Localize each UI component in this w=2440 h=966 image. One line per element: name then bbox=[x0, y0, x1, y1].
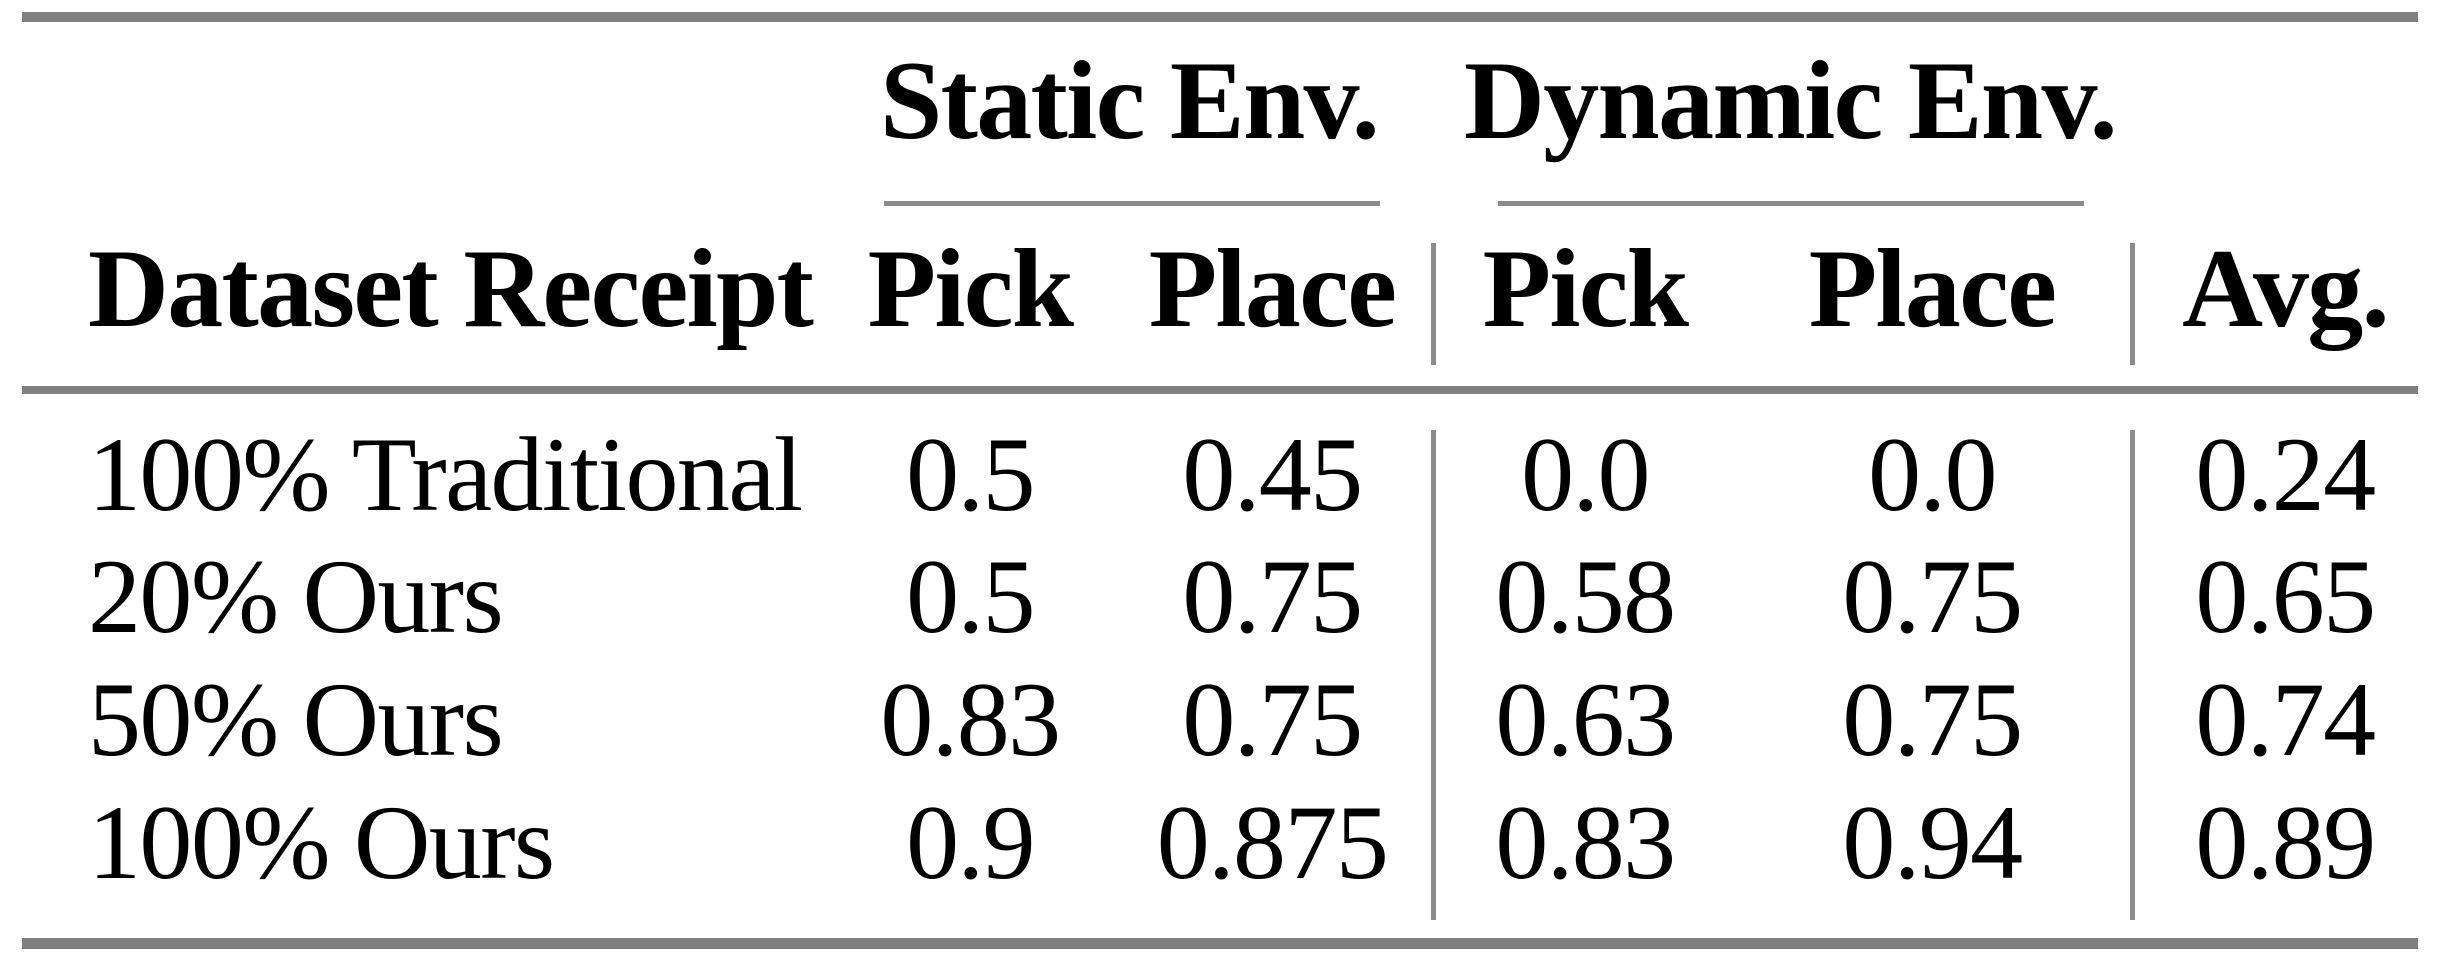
table-bottom-rule bbox=[22, 938, 2418, 949]
cell-dynamic-place: 0.75 bbox=[1842, 661, 2023, 778]
cell-static-place: 0.75 bbox=[1182, 538, 1363, 655]
cell-avg: 0.89 bbox=[2195, 784, 2376, 901]
static-dynamic-divider-body bbox=[1431, 430, 1436, 920]
cell-dynamic-pick: 0.83 bbox=[1495, 784, 1676, 901]
cell-dynamic-place: 0.0 bbox=[1868, 416, 1997, 533]
static-dynamic-divider-header bbox=[1431, 243, 1436, 365]
col-header-static-pick: Pick bbox=[867, 227, 1074, 351]
col-header-dataset-receipt: Dataset Receipt bbox=[88, 227, 814, 351]
dynamic-env-underline bbox=[1498, 201, 2084, 206]
cell-avg: 0.74 bbox=[2195, 661, 2376, 778]
row-label: 20% Ours bbox=[88, 538, 504, 655]
cell-static-pick: 0.5 bbox=[906, 538, 1035, 655]
table-header-rule bbox=[22, 386, 2418, 394]
dynamic-avg-divider-body bbox=[2130, 430, 2135, 920]
cell-static-place: 0.75 bbox=[1182, 661, 1363, 778]
cell-dynamic-place: 0.75 bbox=[1842, 538, 2023, 655]
row-label: 50% Ours bbox=[88, 661, 504, 778]
col-header-dynamic-pick: Pick bbox=[1482, 227, 1689, 351]
row-label: 100% Ours bbox=[88, 784, 555, 901]
cell-avg: 0.65 bbox=[2195, 538, 2376, 655]
cell-static-pick: 0.9 bbox=[906, 784, 1035, 901]
col-header-avg: Avg. bbox=[2182, 227, 2390, 351]
group-header-static-env: Static Env. bbox=[879, 39, 1380, 163]
static-env-underline bbox=[884, 201, 1380, 206]
table-top-rule bbox=[22, 12, 2418, 22]
cell-avg: 0.24 bbox=[2195, 416, 2376, 533]
cell-dynamic-pick: 0.63 bbox=[1495, 661, 1676, 778]
dynamic-avg-divider-header bbox=[2130, 243, 2135, 365]
cell-dynamic-pick: 0.58 bbox=[1495, 538, 1676, 655]
col-header-static-place: Place bbox=[1148, 227, 1397, 351]
col-header-dynamic-place: Place bbox=[1808, 227, 2057, 351]
row-label: 100% Traditional bbox=[88, 416, 803, 533]
cell-static-place: 0.45 bbox=[1182, 416, 1363, 533]
cell-dynamic-pick: 0.0 bbox=[1521, 416, 1650, 533]
group-header-dynamic-env: Dynamic Env. bbox=[1464, 39, 2118, 163]
cell-static-pick: 0.5 bbox=[906, 416, 1035, 533]
cell-static-place: 0.875 bbox=[1156, 784, 1389, 901]
cell-dynamic-place: 0.94 bbox=[1842, 784, 2023, 901]
cell-static-pick: 0.83 bbox=[880, 661, 1061, 778]
